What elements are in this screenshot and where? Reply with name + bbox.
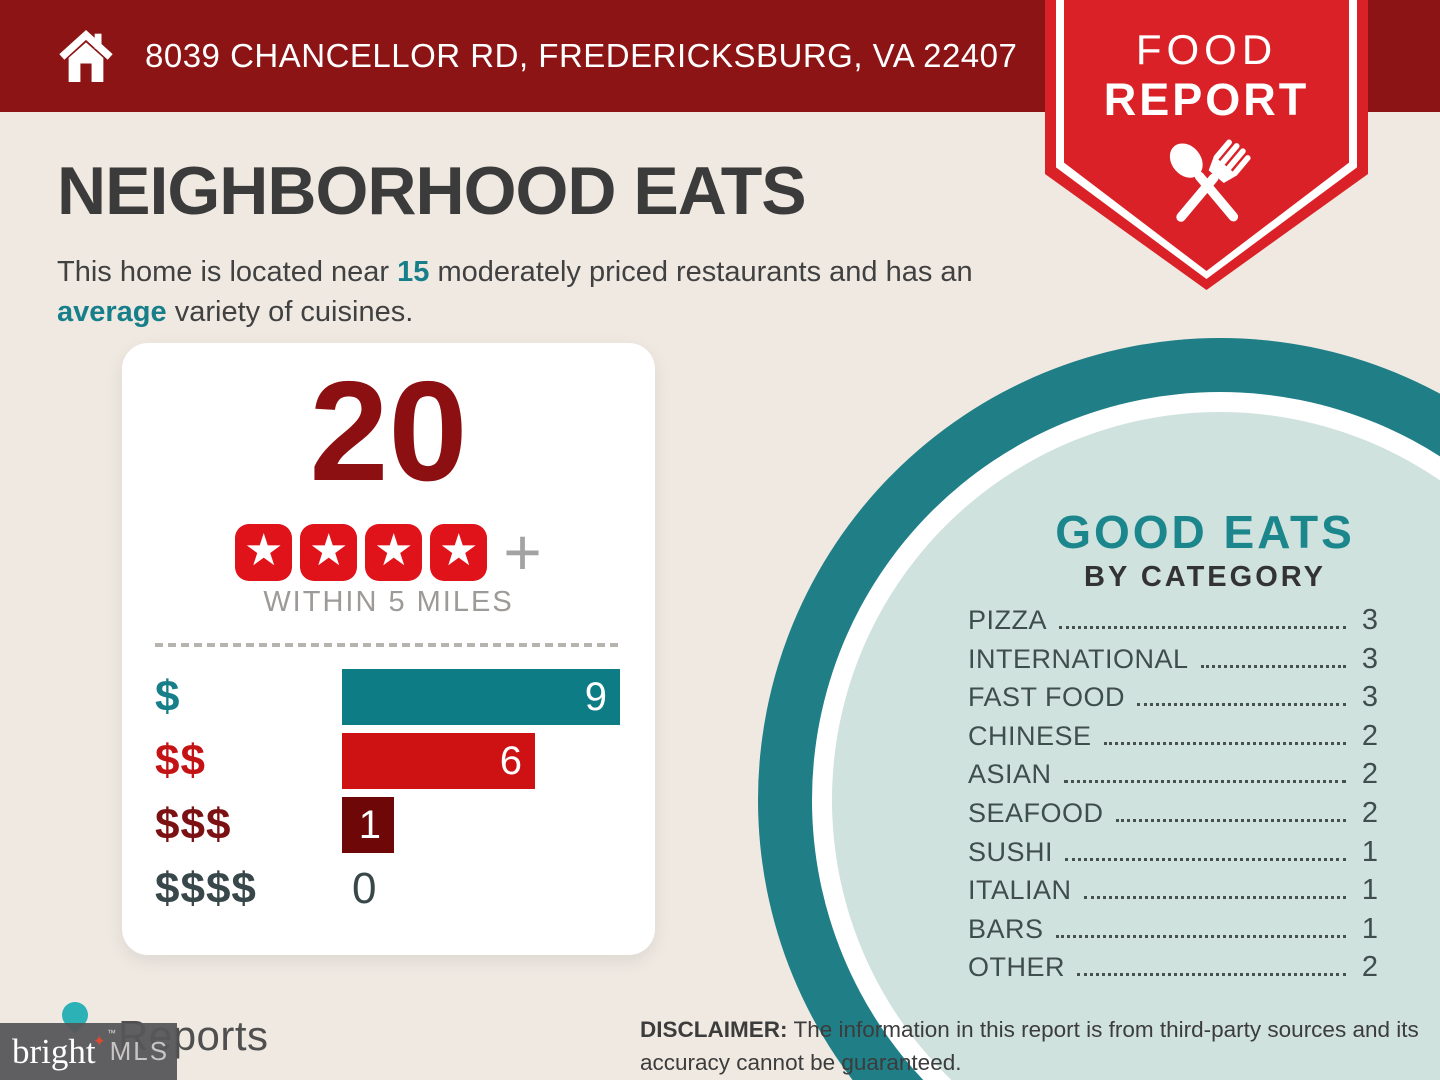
- category-row: ASIAN 2: [968, 758, 1378, 797]
- bright-wordmark: bright: [12, 1032, 96, 1071]
- disclaimer-label: DISCLAIMER:: [640, 1017, 788, 1042]
- category-label: ITALIAN: [968, 875, 1072, 906]
- card-divider: [155, 643, 622, 647]
- price-tier-bar: 9: [342, 669, 620, 725]
- category-count: 3: [1361, 642, 1378, 675]
- radius-label: WITHIN 5 MILES: [263, 586, 514, 618]
- dotted-leader: [1137, 703, 1346, 707]
- intro-subtitle: This home is located near 15 moderately …: [57, 252, 1007, 332]
- disclaimer-text: The information in this report is from t…: [640, 1017, 1419, 1075]
- plus-sign: +: [503, 515, 542, 589]
- price-tier-value: 9: [584, 674, 607, 719]
- price-tier-value: 1: [358, 802, 381, 847]
- star-icon: ★: [365, 523, 423, 581]
- star-icon: ★: [430, 523, 488, 581]
- dotted-leader: [1065, 857, 1346, 861]
- price-tier-label: $$: [155, 736, 206, 785]
- mls-wordmark: MLS: [109, 1036, 170, 1066]
- price-tier-row: $9: [155, 669, 622, 725]
- category-label: ASIAN: [968, 759, 1052, 790]
- crossed-spoon-fork-icon: [1169, 139, 1251, 222]
- price-tier-label: $$$$: [155, 864, 257, 913]
- category-row: INTERNATIONAL 3: [968, 643, 1378, 682]
- dotted-leader: [1077, 973, 1346, 977]
- good-eats-subtitle: BY CATEGORY: [1084, 561, 1326, 593]
- category-label: FAST FOOD: [968, 682, 1126, 713]
- property-address: 8039 CHANCELLOR RD, FREDERICKSBURG, VA 2…: [145, 37, 1018, 74]
- category-row: FAST FOOD 3: [968, 681, 1378, 720]
- good-eats-header: GOOD EATS BY CATEGORY: [900, 505, 1440, 594]
- intro-section: NEIGHBORHOOD EATS This home is located n…: [57, 152, 1017, 332]
- subtitle-text-1: This home is located near: [57, 256, 398, 288]
- variety-highlight: average: [57, 296, 167, 329]
- category-count: 2: [1361, 796, 1378, 829]
- dotted-leader: [1063, 780, 1346, 784]
- category-row: ITALIAN 1: [968, 874, 1378, 913]
- price-tier-label: $: [155, 672, 181, 721]
- category-count: 3: [1361, 681, 1378, 714]
- category-count: 1: [1361, 874, 1378, 907]
- price-tier-row: $$ 6: [155, 733, 622, 789]
- category-label: INTERNATIONAL: [968, 643, 1189, 674]
- star-icon: ★: [235, 523, 293, 581]
- page-title: NEIGHBORHOOD EATS: [57, 153, 807, 229]
- category-label: SUSHI: [968, 836, 1054, 867]
- dotted-leader: [1055, 934, 1346, 938]
- category-label: CHINESE: [968, 720, 1092, 751]
- category-count: 1: [1361, 912, 1378, 945]
- food-report-badge: FOOD REPORT: [1045, 0, 1368, 290]
- category-count: 2: [1361, 758, 1378, 791]
- home-icon: [59, 29, 113, 83]
- price-tier-row: $$$ 1: [155, 797, 622, 853]
- bright-mls-watermark: bright ✦ ™ MLS: [0, 1023, 177, 1080]
- category-label: BARS: [968, 913, 1044, 944]
- bright-star-icon: ✦: [93, 1033, 106, 1050]
- category-label: OTHER: [968, 952, 1065, 983]
- badge-title-report: REPORT: [1103, 74, 1310, 125]
- category-row: BARS 1: [968, 913, 1378, 952]
- category-count: 3: [1361, 604, 1378, 636]
- category-row: PIZZA 3: [968, 604, 1378, 643]
- category-list: PIZZA 3 INTERNATIONAL 3 FAST FOOD 3 CHINESE 2 AS…: [968, 604, 1378, 990]
- star-icon: ★: [300, 523, 358, 581]
- price-tier-bar-chart: $9 $$ 6 $$$ 1 $$$$ 0: [155, 669, 622, 925]
- dotted-leader: [1200, 664, 1346, 668]
- category-row: OTHER 2: [968, 951, 1378, 990]
- category-count: 2: [1361, 719, 1378, 752]
- price-tier-bar: 1: [342, 797, 394, 853]
- price-tier-value: 6: [499, 738, 522, 783]
- category-row: SEAFOOD 2: [968, 797, 1378, 836]
- category-row: CHINESE 2: [968, 720, 1378, 759]
- disclaimer: DISCLAIMER: The information in this repor…: [640, 1014, 1440, 1079]
- category-count: 1: [1361, 835, 1378, 868]
- dotted-leader: [1083, 896, 1346, 900]
- price-tier-label: $$$: [155, 800, 232, 849]
- dotted-leader: [1115, 818, 1346, 822]
- good-eats-title: GOOD EATS: [1055, 506, 1355, 558]
- restaurant-summary-card: 20 ★ ★ ★ ★ + WITHIN 5 MILES $9 $$ 6 $$$ 1 $$$$ 0: [122, 343, 655, 955]
- dotted-leader: [1103, 741, 1346, 745]
- category-count: 2: [1361, 951, 1378, 984]
- restaurant-count-highlight: 15: [397, 256, 430, 288]
- subtitle-text-2: moderately priced restaurants and has an: [429, 256, 973, 288]
- category-label: SEAFOOD: [968, 797, 1104, 828]
- star-rating-row: ★ ★ ★ ★ +: [122, 519, 655, 585]
- badge-title-food: FOOD: [1135, 26, 1278, 73]
- price-tier-row: $$$$ 0: [155, 861, 622, 917]
- category-label: PIZZA: [968, 605, 1048, 635]
- price-tier-value: 0: [352, 864, 377, 913]
- dotted-leader: [1059, 626, 1346, 629]
- trademark-symbol: ™: [107, 1028, 116, 1038]
- category-row: SUSHI 1: [968, 836, 1378, 875]
- price-tier-bar: 6: [342, 733, 535, 789]
- restaurant-count: 20: [309, 352, 468, 511]
- subtitle-text-3: variety of cuisines.: [166, 296, 414, 329]
